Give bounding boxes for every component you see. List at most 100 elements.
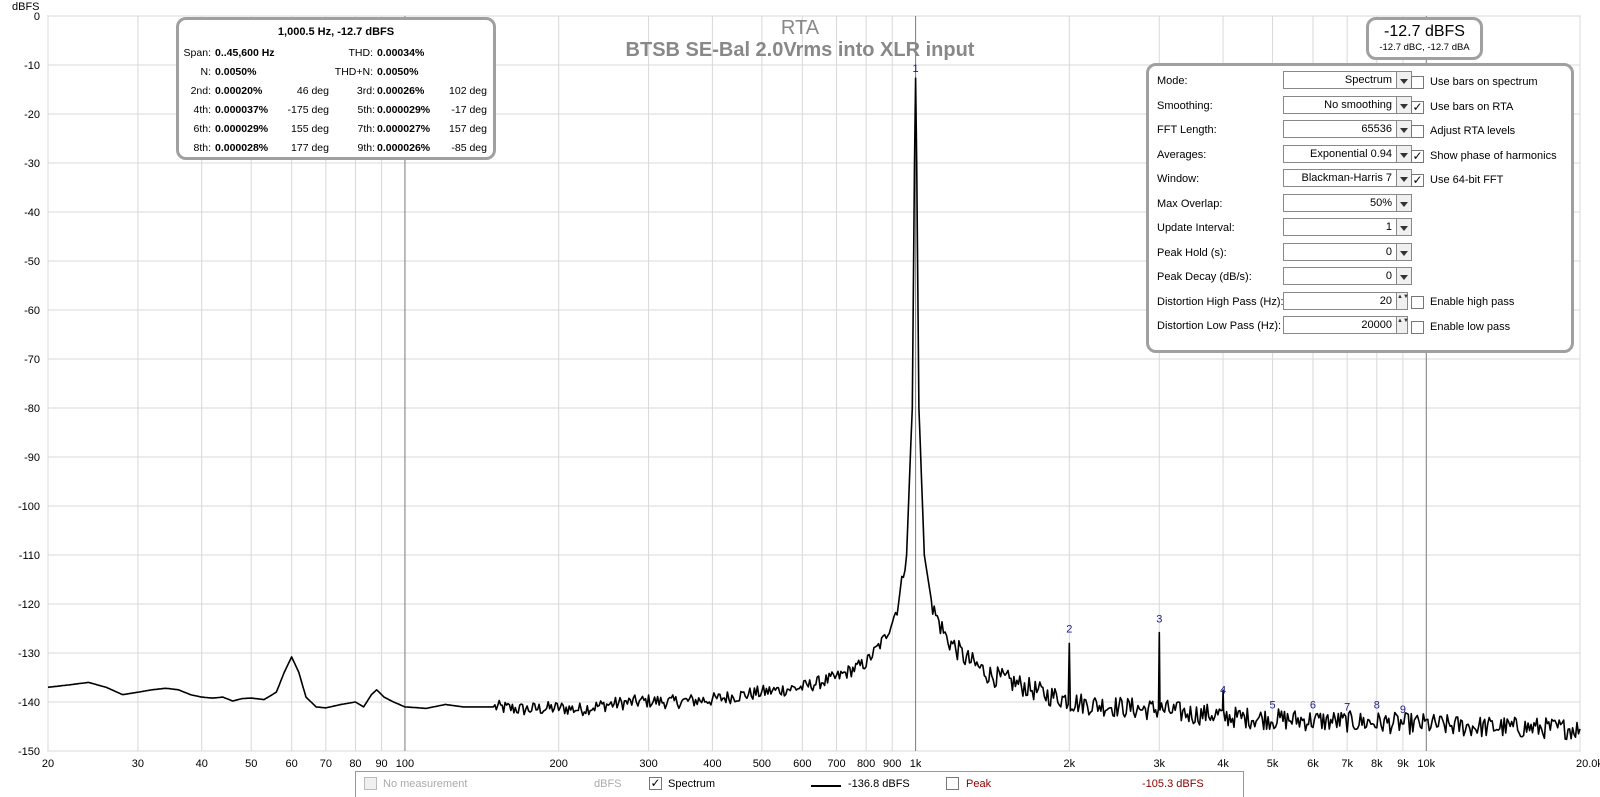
setting-row: Smoothing: No smoothing <box>1149 95 1419 116</box>
y-tick-label: -60 <box>24 305 40 317</box>
x-tick-label: 600 <box>793 758 811 770</box>
harmonic-label: 2nd: <box>190 85 211 97</box>
setting-select[interactable]: Exponential 0.94 <box>1283 144 1397 163</box>
setting-row: Window: Blackman-Harris 7 <box>1149 169 1419 189</box>
setting-label: FFT Length: <box>1157 124 1217 136</box>
dropdown-arrow-icon[interactable] <box>1397 242 1412 261</box>
setting-label: Mode: <box>1157 75 1188 87</box>
spectrum-legend-value: -136.8 dBFS <box>848 778 910 790</box>
peak-legend-value: -105.3 dBFS <box>1142 778 1204 790</box>
setting-select[interactable]: 0 <box>1283 267 1397 285</box>
y-tick-label: -140 <box>18 697 40 709</box>
setting-label: Smoothing: <box>1157 99 1213 112</box>
setting-select[interactable]: 1 <box>1283 218 1397 236</box>
peak-checkbox[interactable] <box>946 777 959 790</box>
setting-label: Averages: <box>1157 148 1207 161</box>
harmonic-label: 8th: <box>193 142 211 154</box>
harmonic-value: 0.000026% <box>377 142 431 154</box>
harmonic-marker: 3 <box>1156 614 1162 626</box>
setting-checkbox-label: Enable high pass <box>1430 296 1515 308</box>
dropdown-arrow-icon[interactable] <box>1397 71 1412 89</box>
x-tick-label: 3k <box>1153 758 1165 770</box>
setting-label: Update Interval: <box>1157 222 1235 234</box>
y-tick-label: -110 <box>19 550 40 562</box>
harmonic-marker: 5 <box>1269 699 1275 711</box>
thd-value: 0.00034% <box>377 47 425 59</box>
level-weighted: -12.7 dBC, -12.7 dBA <box>1379 42 1470 53</box>
dropdown-arrow-icon[interactable] <box>1397 95 1412 114</box>
x-tick-label: 50 <box>245 758 257 770</box>
setting-label: Window: <box>1157 173 1200 185</box>
setting-select[interactable]: 65536 <box>1283 120 1397 138</box>
setting-number-field[interactable]: 20 <box>1283 291 1397 310</box>
x-tick-label: 5k <box>1267 758 1279 770</box>
thdn-label: THD+N: <box>334 66 373 78</box>
no-measurement-checkbox[interactable] <box>364 777 377 790</box>
chart-title: RTA <box>781 17 820 39</box>
setting-select[interactable]: 50% <box>1283 193 1397 212</box>
stats-header: 1,000.5 Hz, -12.7 dBFS <box>277 26 395 38</box>
setting-checkbox-label: Use 64-bit FFT <box>1430 174 1504 186</box>
dropdown-arrow-icon[interactable] <box>1397 169 1412 187</box>
thd-label: THD: <box>348 47 374 59</box>
harmonic-value: 0.000029% <box>215 123 269 135</box>
harmonic-value: 0.000028% <box>215 142 269 154</box>
rta-settings-panel: Mode: Spectrum Smoothing: No smoothing FFT L… <box>1146 63 1574 353</box>
x-tick-label: 500 <box>753 758 771 770</box>
setting-checkbox-label: Use bars on spectrum <box>1430 76 1538 88</box>
x-tick-label: 200 <box>549 758 567 770</box>
x-tick-label: 70 <box>320 758 332 770</box>
harmonic-value: 0.000027% <box>377 123 431 135</box>
harmonic-value: 0.00020% <box>215 85 263 97</box>
setting-checkbox[interactable]: ✓ <box>1411 173 1424 187</box>
x-tick-label: 90 <box>375 758 387 770</box>
harmonic-value: 0.000037% <box>215 104 269 116</box>
harmonic-label: 9th: <box>357 142 375 154</box>
setting-select[interactable]: No smoothing <box>1283 95 1397 114</box>
spectrum-legend-label: Spectrum <box>668 778 716 790</box>
y-tick-label: 0 <box>34 11 40 23</box>
x-tick-label: 800 <box>857 758 875 770</box>
x-tick-label: 40 <box>196 758 208 770</box>
setting-row: Distortion High Pass (Hz): 20 ▲▼ <box>1149 291 1419 312</box>
thdn-value: 0.0050% <box>377 66 419 78</box>
y-tick-label: -150 <box>18 746 40 758</box>
setting-checkbox[interactable] <box>1411 125 1424 138</box>
x-tick-label: 80 <box>349 758 361 770</box>
x-tick-label: 30 <box>132 758 144 770</box>
dropdown-arrow-icon[interactable] <box>1397 120 1412 138</box>
setting-row: Update Interval: 1 <box>1149 218 1419 238</box>
dropdown-arrow-icon[interactable] <box>1397 218 1412 236</box>
setting-select[interactable]: 0 <box>1283 242 1397 261</box>
x-tick-label: 1k <box>910 758 922 770</box>
spectrum-checkbox[interactable]: ✓ <box>649 776 662 790</box>
setting-select[interactable]: Blackman-Harris 7 <box>1283 169 1397 187</box>
dropdown-arrow-icon[interactable] <box>1397 193 1412 212</box>
harmonic-phase: -85 deg <box>451 142 487 154</box>
setting-label: Distortion High Pass (Hz): <box>1157 295 1284 308</box>
no-measurement-unit: dBFS <box>594 778 622 790</box>
setting-checkbox-label: Use bars on RTA <box>1430 101 1514 113</box>
span-label: Span: <box>183 47 211 59</box>
setting-checkbox[interactable] <box>1411 296 1424 309</box>
setting-checkbox[interactable] <box>1411 321 1424 334</box>
y-tick-label: -90 <box>24 452 40 464</box>
dropdown-arrow-icon[interactable] <box>1397 267 1412 285</box>
setting-checkbox[interactable]: ✓ <box>1411 100 1424 114</box>
setting-select[interactable]: Spectrum <box>1283 71 1397 89</box>
x-tick-label: 20.0kHz <box>1576 758 1600 770</box>
harmonic-phase: -175 deg <box>287 104 329 116</box>
harmonic-phase: 157 deg <box>449 123 487 135</box>
setting-checkbox[interactable]: ✓ <box>1411 149 1424 163</box>
dropdown-arrow-icon[interactable] <box>1397 144 1412 163</box>
span-value: 0..45,600 Hz <box>215 47 275 59</box>
y-tick-label: -80 <box>24 403 40 415</box>
setting-checkbox[interactable] <box>1411 76 1424 89</box>
spinner-arrows-icon[interactable]: ▲▼ <box>1397 291 1409 310</box>
level-main: -12.7 dBFS <box>1384 23 1465 40</box>
y-tick-label: -50 <box>24 256 40 268</box>
spinner-arrows-icon[interactable]: ▲▼ <box>1397 316 1409 334</box>
setting-number-field[interactable]: 20000 <box>1283 316 1397 334</box>
harmonic-phase: -17 deg <box>451 104 487 116</box>
setting-row: Averages: Exponential 0.94 <box>1149 144 1419 165</box>
